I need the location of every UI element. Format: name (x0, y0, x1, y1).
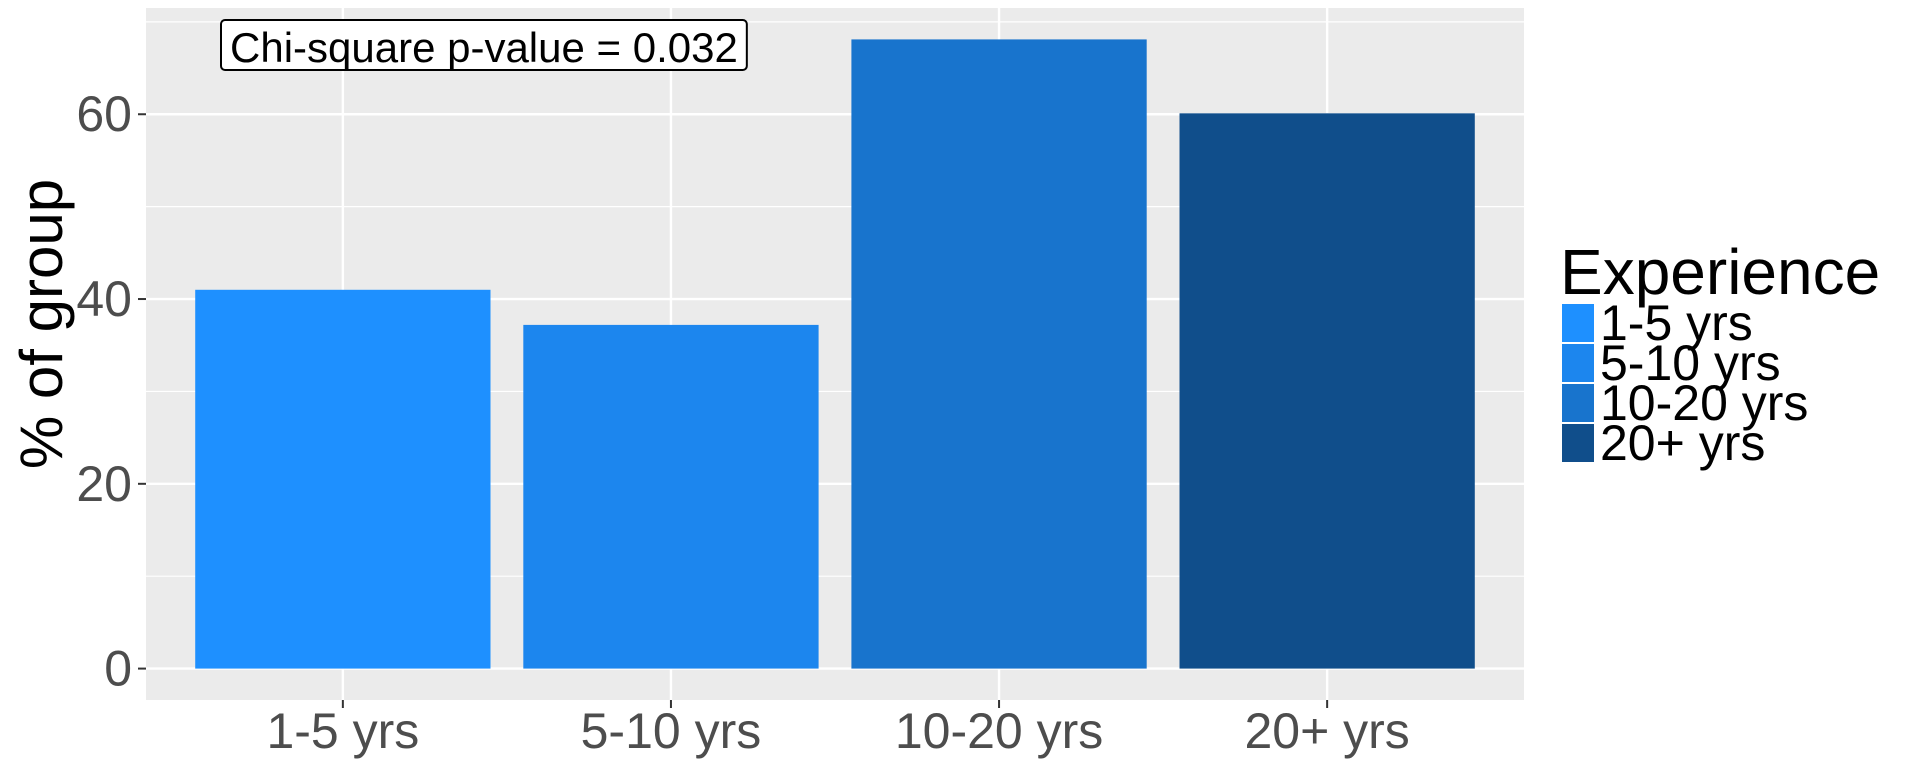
bar-10-20-yrs (851, 39, 1147, 669)
y-tick-label: 0 (104, 641, 132, 697)
x-tick-label: 1-5 yrs (266, 703, 419, 759)
y-tick-label: 60 (76, 86, 132, 142)
legend-title: Experience (1560, 236, 1880, 308)
bars (195, 39, 1475, 669)
annotation-box: Chi-square p-value = 0.032 (220, 19, 748, 71)
legend-key (1562, 424, 1594, 462)
legend-label: 5-10 yrs (1600, 335, 1781, 391)
legend-label: 1-5 yrs (1600, 295, 1753, 351)
bar-20-yrs (1179, 113, 1475, 669)
y-axis-title: % of group (8, 179, 75, 469)
x-tick-label: 5-10 yrs (581, 703, 762, 759)
x-axis: 1-5 yrs 5-10 yrs 10-20 yrs 20+ yrs (266, 700, 1410, 759)
x-tick-label: 20+ yrs (1244, 703, 1409, 759)
y-axis: 0 20 40 60 (76, 86, 146, 697)
legend-key (1562, 384, 1594, 422)
legend-label: 20+ yrs (1600, 415, 1765, 471)
y-tick-label: 40 (76, 271, 132, 327)
x-tick-label: 10-20 yrs (895, 703, 1103, 759)
legend-label: 10-20 yrs (1600, 375, 1808, 431)
bar-5-10-yrs (523, 324, 819, 669)
legend-key (1562, 304, 1594, 342)
annotation-text: Chi-square p-value = 0.032 (230, 24, 738, 71)
annotation-border (220, 19, 748, 71)
bar-1-5-yrs (195, 289, 491, 669)
legend-key (1562, 344, 1594, 382)
y-tick-label: 20 (76, 456, 132, 512)
